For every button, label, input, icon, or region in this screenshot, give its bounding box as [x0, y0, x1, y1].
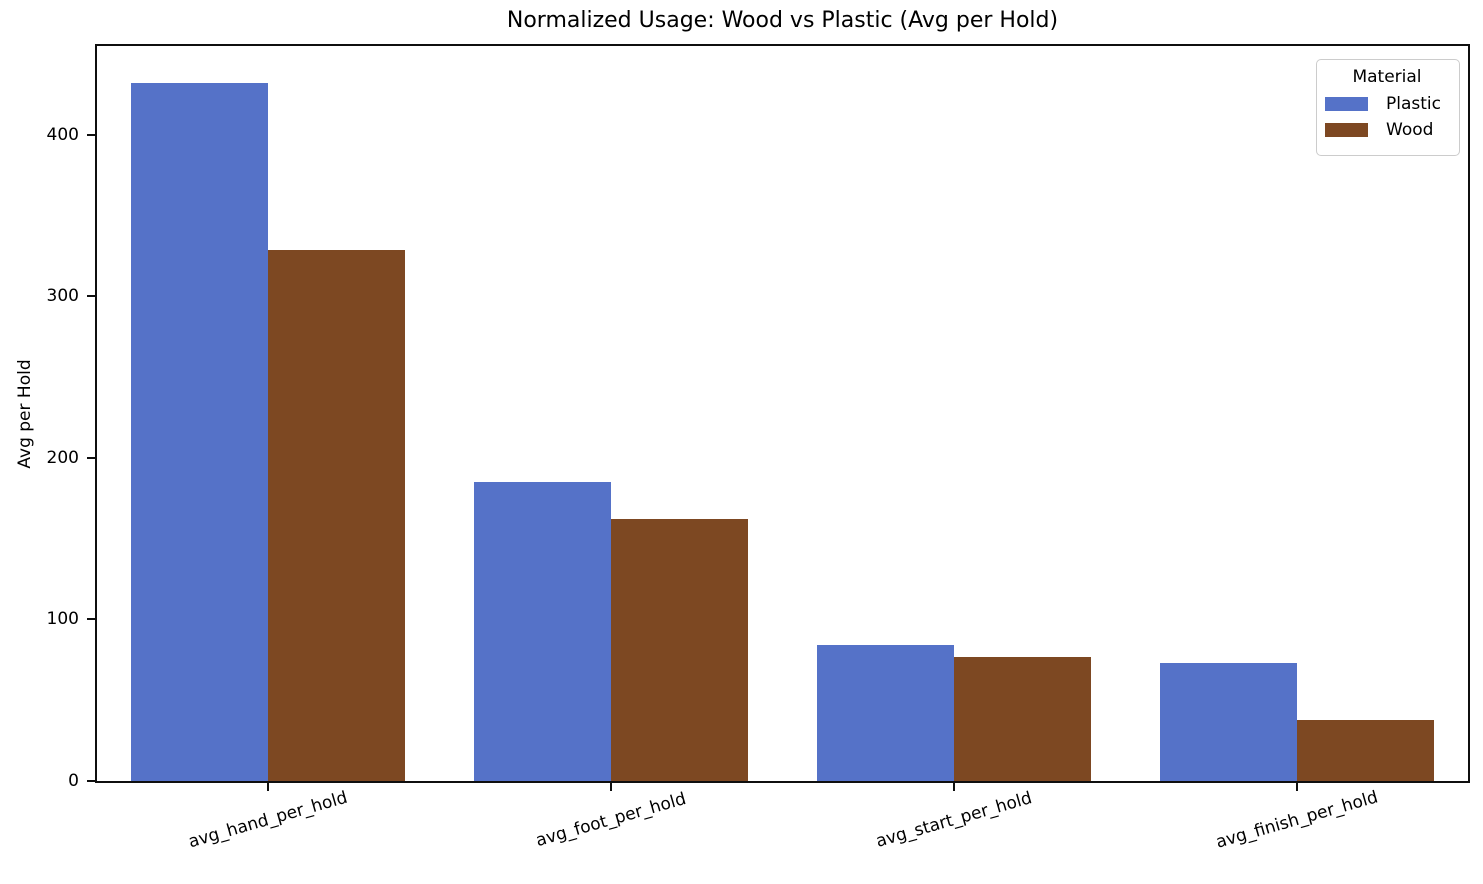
y-tick-mark [87, 456, 95, 459]
x-tick-mark [1295, 783, 1298, 791]
y-tick-mark [87, 618, 95, 621]
y-tick-mark [87, 133, 95, 136]
bar-wood-avg_foot_per_hold [611, 519, 749, 781]
legend-item-label: Wood [1386, 120, 1434, 140]
x-tick-mark [610, 783, 613, 791]
bar-plastic-avg_finish_per_hold [1159, 663, 1297, 781]
y-tick-label: 200 [46, 447, 79, 468]
bar-plastic-avg_hand_per_hold [131, 83, 269, 781]
legend-item-label: Plastic [1386, 94, 1441, 114]
bar-plastic-avg_foot_per_hold [474, 482, 612, 781]
x-tick-mark [952, 783, 955, 791]
x-tick-label: avg_foot_per_hold [533, 789, 689, 851]
y-tick-label: 400 [46, 124, 79, 145]
y-tick-label: 0 [68, 771, 79, 791]
legend-title: Material [1352, 67, 1422, 87]
bar-plastic-avg_start_per_hold [816, 645, 954, 781]
x-tick-label: avg_hand_per_hold [186, 787, 351, 853]
y-tick-label: 300 [46, 286, 79, 307]
legend-swatch-plastic [1325, 97, 1368, 111]
plot-area: Material Plastic Wood avg_hand_per_hold av… [47, 44, 1470, 853]
bar-wood-avg_hand_per_hold [268, 249, 406, 781]
legend-items: Plastic Wood [1325, 94, 1449, 140]
y-tick-label: 100 [46, 609, 79, 630]
y-tick-mark [87, 295, 95, 298]
y-tick-mark [87, 780, 95, 782]
chart-title: Normalized Usage: Wood vs Plastic (Avg p… [506, 8, 1059, 33]
bar-wood-avg_start_per_hold [953, 656, 1091, 781]
legend-row: Plastic [1325, 94, 1449, 114]
bar-wood-avg_finish_per_hold [1296, 719, 1434, 781]
y-axis-label: Avg per Hold [15, 359, 35, 469]
x-tick-label: avg_finish_per_hold [1213, 787, 1380, 853]
x-tick-label: avg_start_per_hold [873, 788, 1035, 852]
legend-row: Wood [1325, 120, 1449, 140]
x-tick-mark [267, 783, 270, 791]
legend-swatch-wood [1325, 123, 1368, 137]
legend: Material Plastic Wood [1316, 59, 1460, 156]
